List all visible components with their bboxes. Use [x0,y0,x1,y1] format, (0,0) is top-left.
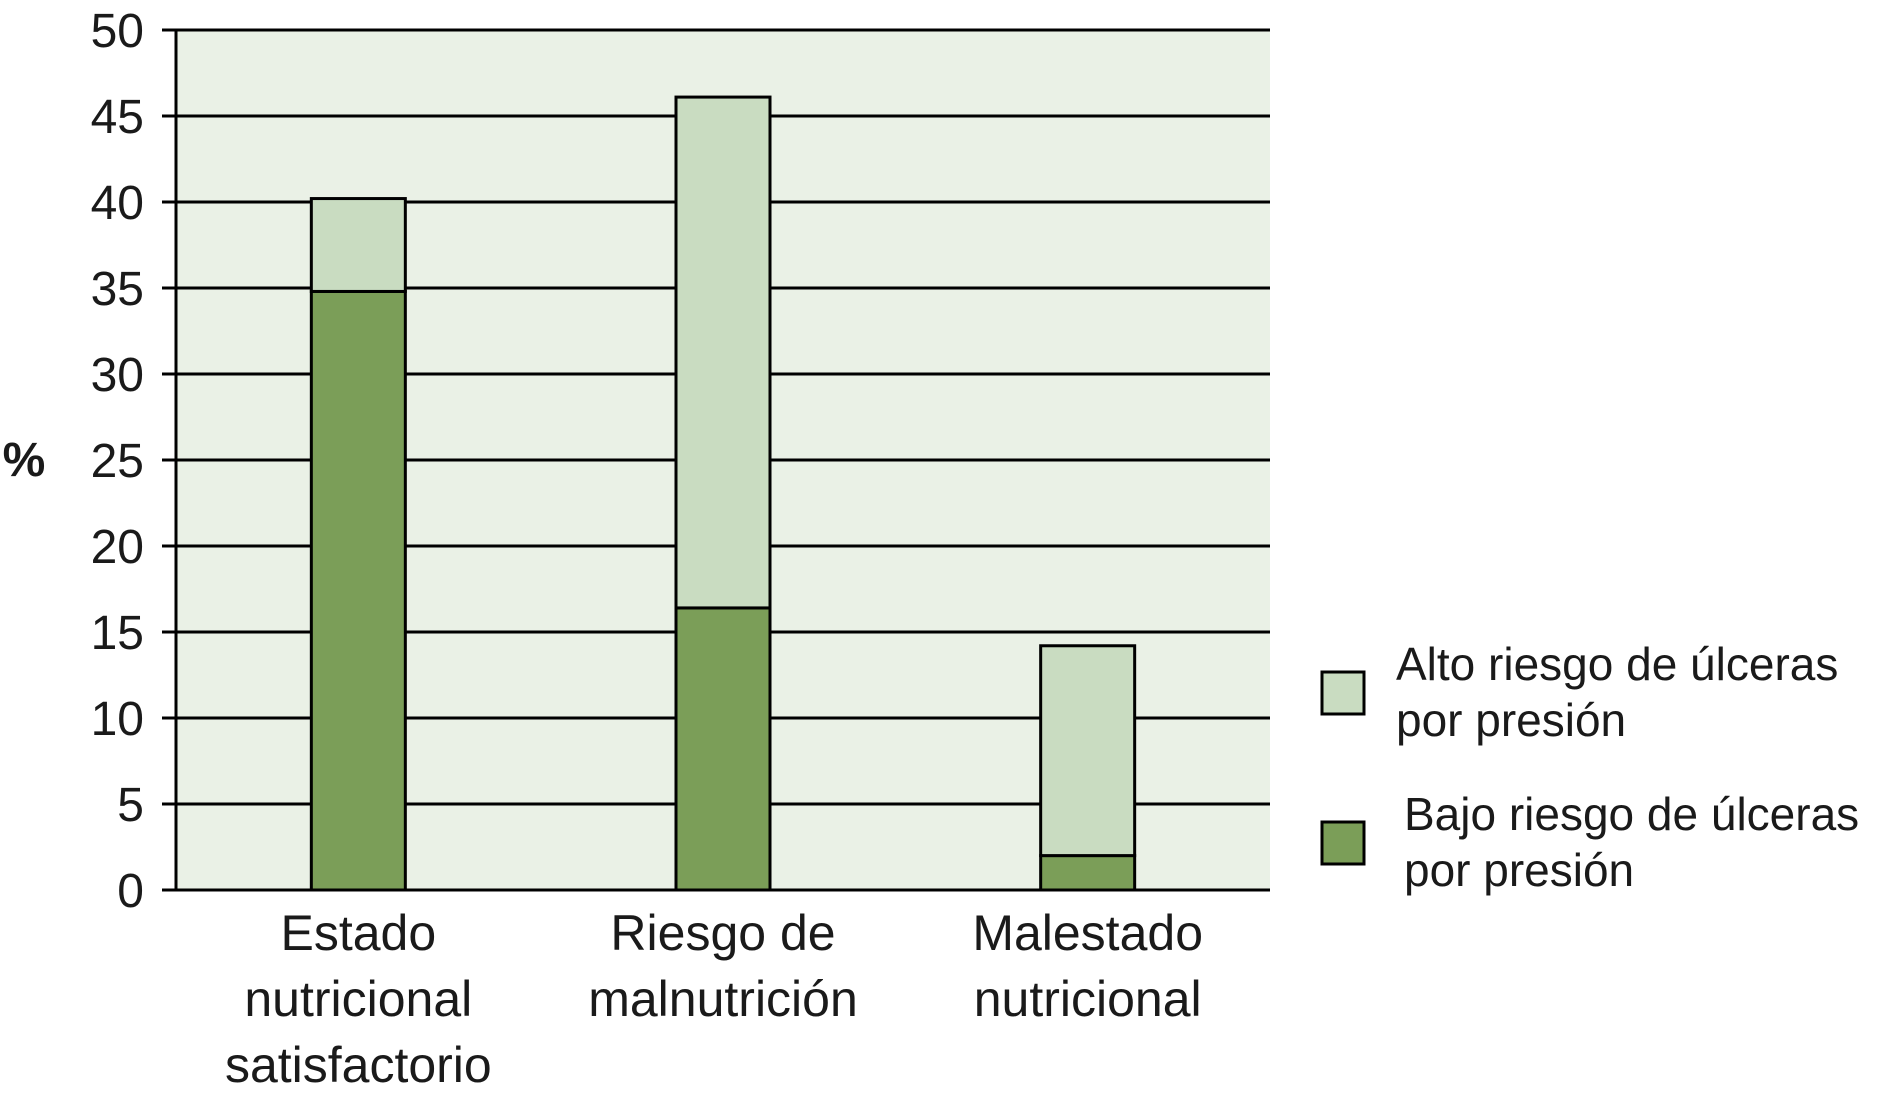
bar-segment-low-risk [674,606,772,892]
y-tick-label: 35 [91,263,144,316]
y-tick-label: 10 [91,693,144,746]
bar-segment-low-risk [309,289,407,892]
x-axis-categories: Estado nutricional satisfactorio Riesgo de m… [225,905,1203,1093]
x-category-label: Riesgo de malnutrición [588,905,858,1027]
y-tick-label: 20 [91,521,144,574]
x-category-label-line: Malestado [972,905,1203,961]
legend-label: Alto riesgo de úlceras por presión [1396,638,1838,746]
x-category-label: Estado nutricional satisfactorio [225,905,492,1093]
y-axis-label: % [3,434,46,487]
legend-swatch-high-risk [1320,670,1366,716]
x-category-label-line: nutricional [244,971,472,1027]
x-category-label-line: satisfactorio [225,1037,492,1093]
bar-segment-high-risk [1039,644,1137,858]
legend-label-line: Bajo riesgo de úlceras [1404,788,1859,840]
y-tick-label: 25 [91,435,144,488]
y-tick-label: 15 [91,607,144,660]
y-tick-label: 40 [91,177,144,230]
legend-label-line: por presión [1404,844,1634,896]
y-axis-ticks: 0 5 10 15 20 25 30 35 40 45 50 [91,5,176,918]
y-tick-label: 45 [91,91,144,144]
y-tick-label: 0 [117,865,144,918]
y-tick-label: 50 [91,5,144,58]
bar-segment-low-risk [1039,854,1137,892]
legend-label: Bajo riesgo de úlceras por presión [1404,788,1859,896]
legend-swatch-low-risk [1320,820,1366,866]
bar-segment-high-risk [674,95,772,610]
legend-label-line: por presión [1396,694,1626,746]
y-tick-label: 5 [117,779,144,832]
bar-segment-high-risk [309,197,407,293]
y-tick-label: 30 [91,349,144,402]
x-category-label-line: Riesgo de [610,905,835,961]
x-category-label-line: malnutrición [588,971,858,1027]
legend-label-line: Alto riesgo de úlceras [1396,638,1838,690]
x-category-label-line: Estado [280,905,436,961]
bars [309,95,1137,892]
x-category-label: Malestado nutricional [972,905,1203,1027]
x-category-label-line: nutricional [974,971,1202,1027]
